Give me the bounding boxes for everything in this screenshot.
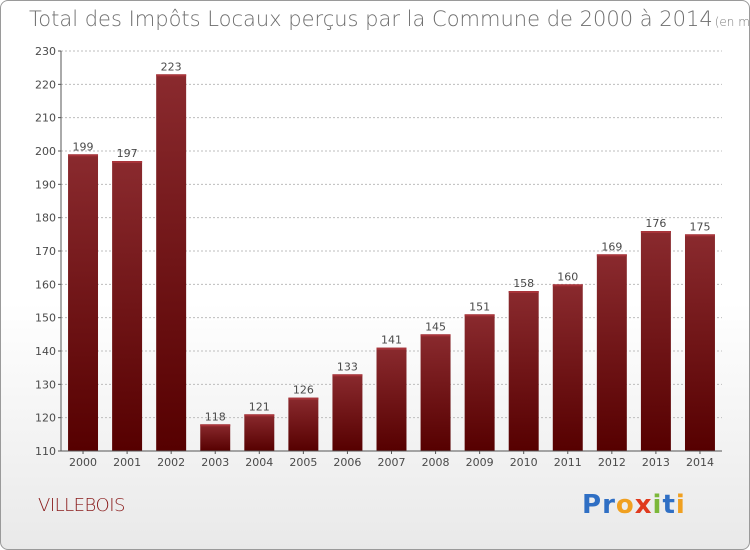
x-tick-label-2013: 2013 — [642, 456, 670, 469]
value-label-2011: 160 — [557, 270, 578, 283]
value-label-2012: 169 — [601, 240, 622, 253]
bar-edge-2008 — [420, 334, 451, 337]
x-tick-label-2003: 2003 — [201, 456, 229, 469]
logo-letter: i — [652, 490, 663, 520]
bar-2004 — [244, 414, 275, 451]
bar-edge-2009 — [464, 314, 495, 317]
bar-2007 — [376, 347, 407, 451]
x-tick-label-2014: 2014 — [686, 456, 714, 469]
y-tick-label: 140 — [35, 345, 56, 358]
bar-edge-2010 — [508, 291, 539, 293]
x-tick-label-2010: 2010 — [510, 456, 538, 469]
x-tick-label-2007: 2007 — [378, 456, 406, 469]
bar-edge-2002 — [156, 74, 187, 77]
bar-2009 — [464, 314, 495, 451]
value-label-2004: 121 — [249, 400, 270, 413]
proxiti-logo[interactable]: Proxiti — [582, 490, 686, 520]
logo-letter: o — [615, 490, 635, 520]
y-tick-label: 110 — [35, 445, 56, 458]
y-tick-label: 220 — [35, 78, 56, 91]
x-tick-label-2005: 2005 — [289, 456, 317, 469]
value-label-2005: 126 — [293, 384, 314, 397]
chart-title: Total des Impôts Locaux perçus par la Co… — [29, 7, 750, 31]
value-label-2014: 175 — [689, 220, 710, 233]
bar-edge-2001 — [112, 161, 143, 163]
y-tick-label: 190 — [35, 178, 56, 191]
bar-edge-2000 — [68, 154, 99, 157]
y-tick-label: 130 — [35, 378, 56, 391]
y-tick-label: 120 — [35, 412, 56, 425]
value-label-2007: 141 — [381, 334, 402, 347]
y-tick-label: 150 — [35, 312, 56, 325]
bar-2013 — [640, 231, 671, 451]
logo-letter: i — [675, 490, 686, 520]
bar-layer — [68, 74, 715, 452]
bar-edge-2003 — [200, 424, 231, 427]
y-tick-label: 230 — [35, 45, 56, 58]
chart-title-text: Total des Impôts Locaux perçus par la Co… — [29, 7, 713, 31]
value-label-2008: 145 — [425, 320, 446, 333]
logo-letter: x — [634, 490, 653, 520]
bar-edge-2004 — [244, 414, 275, 417]
x-tick-label-2008: 2008 — [422, 456, 450, 469]
logo-letter: P — [582, 490, 603, 520]
x-tick-label-2011: 2011 — [554, 456, 582, 469]
bar-2006 — [332, 374, 363, 451]
x-tick-label-2006: 2006 — [333, 456, 361, 469]
value-label-2009: 151 — [469, 300, 490, 313]
logo-letter: r — [602, 490, 616, 520]
value-label-2003: 118 — [205, 410, 226, 423]
bar-2005 — [288, 397, 319, 451]
value-label-2002: 223 — [161, 60, 182, 73]
y-tick-label: 210 — [35, 112, 56, 125]
y-tick-label: 200 — [35, 145, 56, 158]
bar-edge-2012 — [596, 254, 627, 257]
value-label-2010: 158 — [513, 277, 534, 290]
logo-letter: t — [662, 490, 676, 520]
bar-edge-2006 — [332, 374, 363, 377]
bar-edge-2007 — [376, 347, 407, 350]
value-label-2000: 199 — [73, 140, 94, 153]
bar-2012 — [596, 254, 627, 451]
y-tick-label: 160 — [35, 278, 56, 291]
bar-edge-2011 — [552, 284, 583, 287]
bar-2000 — [68, 154, 99, 452]
bar-2010 — [508, 291, 539, 451]
x-tick-label-2012: 2012 — [598, 456, 626, 469]
x-tick-label-2009: 2009 — [466, 456, 494, 469]
axis-layer: 110 120 130 140 150 160 170 180 190 200 210 220 230 1… — [35, 45, 722, 469]
y-tick-label: 180 — [35, 212, 56, 225]
value-label-2001: 197 — [117, 147, 138, 160]
x-tick-label-2001: 2001 — [113, 456, 141, 469]
y-tick-label: 170 — [35, 245, 56, 258]
bar-2014 — [684, 234, 715, 451]
bar-2011 — [552, 284, 583, 451]
bar-edge-2014 — [684, 234, 715, 237]
bar-edge-2005 — [288, 397, 319, 400]
value-label-2006: 133 — [337, 360, 358, 373]
commune-name: VILLEBOIS — [38, 495, 125, 516]
bar-2002 — [156, 74, 187, 451]
chart-subtitle: (en milliers d'€) — [714, 15, 750, 29]
value-label-2013: 176 — [645, 217, 666, 230]
bar-edge-2013 — [640, 231, 671, 233]
bar-2001 — [112, 161, 143, 451]
x-tick-label-2004: 2004 — [245, 456, 273, 469]
bar-2008 — [420, 334, 451, 451]
x-tick-label-2002: 2002 — [157, 456, 185, 469]
x-tick-label-2000: 2000 — [69, 456, 97, 469]
bar-2003 — [200, 424, 231, 451]
